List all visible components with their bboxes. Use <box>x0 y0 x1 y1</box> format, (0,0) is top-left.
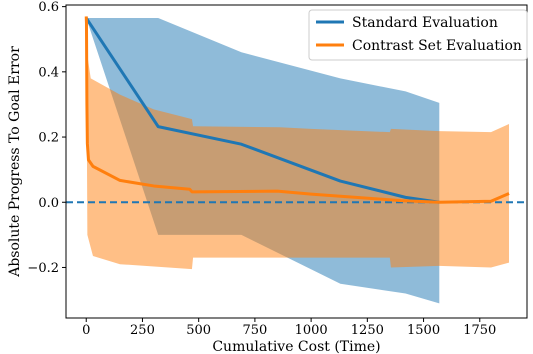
legend-label-contrast: Contrast Set Evaluation <box>352 38 522 54</box>
x-axis-ticks: 0 250 500 750 1000 1250 1500 1750 <box>82 318 496 338</box>
x-tick-label: 0 <box>82 323 90 338</box>
x-tick-label: 1750 <box>463 323 496 338</box>
legend: Standard Evaluation Contrast Set Evaluat… <box>308 9 528 61</box>
x-tick-label: 500 <box>186 323 211 338</box>
confidence-bands <box>86 16 510 304</box>
x-axis-label: Cumulative Cost (Time) <box>212 339 380 354</box>
y-axis-ticks: −0.2 0.0 0.2 0.4 0.6 <box>27 0 66 276</box>
band-contrast <box>86 16 510 270</box>
y-tick-label: 0.6 <box>38 0 59 15</box>
y-tick-label: 0.0 <box>38 196 59 211</box>
series-line-contrast <box>84 16 510 204</box>
series-lines <box>84 16 510 204</box>
legend-box <box>308 9 528 61</box>
plot-frame <box>65 4 528 319</box>
y-tick-label: 0.4 <box>38 65 59 80</box>
y-tick-label: 0.2 <box>38 131 59 146</box>
x-tick-label: 1250 <box>351 323 384 338</box>
x-tick-label: 1500 <box>407 323 440 338</box>
legend-label-standard: Standard Evaluation <box>352 15 498 31</box>
x-tick-label: 750 <box>242 323 267 338</box>
x-tick-label: 1000 <box>295 323 328 338</box>
series-line-standard <box>84 17 440 204</box>
x-tick-label: 250 <box>130 323 155 338</box>
y-axis-label: Absolute Progress To Goal Error <box>7 46 23 278</box>
y-tick-label: −0.2 <box>27 261 59 276</box>
